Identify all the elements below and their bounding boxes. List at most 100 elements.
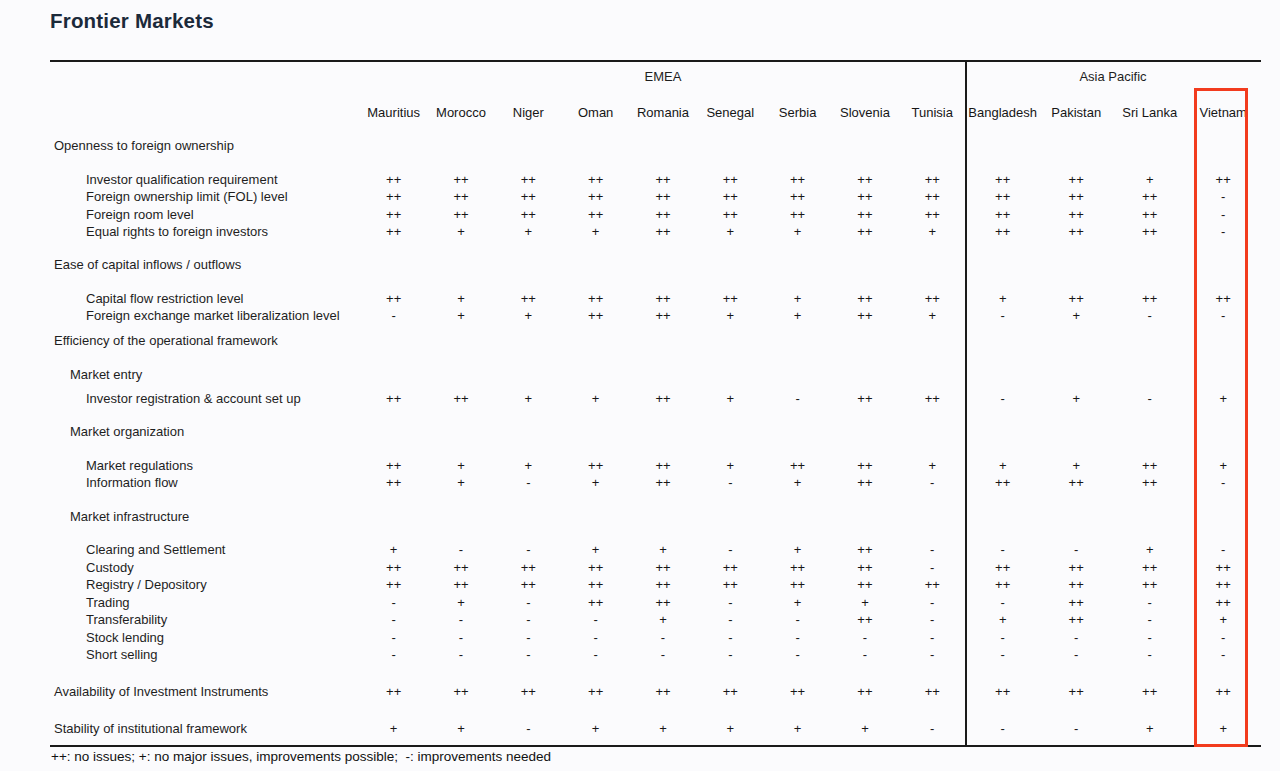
row-label: Stock lending <box>50 630 360 645</box>
rating-cell: + <box>427 458 494 473</box>
rating-cell: - <box>427 612 494 627</box>
table-row: Market infrastructure <box>50 508 1260 526</box>
frontier-markets-report: Frontier Markets EMEA Asia Pacific Mauri… <box>0 0 1280 771</box>
rating-cell: ++ <box>629 224 696 239</box>
rating-cell: - <box>495 647 562 662</box>
rating-cell: + <box>495 458 562 473</box>
rating-cell: - <box>899 560 966 575</box>
rating-cell: - <box>899 647 966 662</box>
rating-cell: ++ <box>1113 560 1187 575</box>
rating-cell: ++ <box>831 207 898 222</box>
rating-cell: + <box>764 595 831 610</box>
rating-cell: - <box>899 475 966 490</box>
rating-cell: + <box>427 595 494 610</box>
rating-cell: ++ <box>966 172 1040 187</box>
rating-cell: ++ <box>629 207 696 222</box>
row-label: Capital flow restriction level <box>50 291 360 306</box>
row-label: Efficiency of the operational framework <box>50 333 360 348</box>
rating-cell: ++ <box>427 684 494 699</box>
rating-cell: ++ <box>629 308 696 323</box>
rating-cell: ++ <box>1113 291 1187 306</box>
rating-cell: - <box>495 542 562 557</box>
country-header-serbia: Serbia <box>764 105 831 120</box>
rating-cell: - <box>966 308 1040 323</box>
row-label: Foreign exchange market liberalization l… <box>50 308 360 323</box>
rating-cell: + <box>1039 308 1113 323</box>
region-header-emea: EMEA <box>360 69 966 85</box>
rating-cell: - <box>697 647 764 662</box>
rating-cell: ++ <box>831 291 898 306</box>
rating-cell: ++ <box>697 172 764 187</box>
table-row: Capital flow restriction level++++++++++… <box>50 290 1260 308</box>
country-header-slovenia: Slovenia <box>831 105 898 120</box>
rating-cell: + <box>966 612 1040 627</box>
rating-cell: + <box>764 291 831 306</box>
rating-cell: - <box>1039 721 1113 736</box>
country-header-senegal: Senegal <box>697 105 764 120</box>
rating-cell: ++ <box>1113 577 1187 592</box>
rating-cell: - <box>629 630 696 645</box>
table-row: Openness to foreign ownership <box>50 137 1260 155</box>
rating-cell: - <box>629 647 696 662</box>
rating-cell: ++ <box>562 308 629 323</box>
table-row: Market entry <box>50 366 1260 384</box>
rating-cell: + <box>562 391 629 406</box>
table-row: Registry / Depository+++++++++++++++++++… <box>50 576 1260 594</box>
rating-cell: + <box>831 721 898 736</box>
row-label: Equal rights to foreign investors <box>50 224 360 239</box>
rating-cell: + <box>764 475 831 490</box>
table-row: Information flow+++-+++-+++-++++++- <box>50 474 1260 492</box>
rating-cell: + <box>1039 458 1113 473</box>
table-row: Investor qualification requirement++++++… <box>50 171 1260 189</box>
rating-cell: ++ <box>1039 291 1113 306</box>
rating-cell: ++ <box>899 189 966 204</box>
rating-cell: + <box>562 542 629 557</box>
rating-cell: + <box>697 458 764 473</box>
rating-cell: ++ <box>1039 189 1113 204</box>
rating-cell: - <box>831 647 898 662</box>
rating-cell: + <box>1113 721 1187 736</box>
rating-cell: + <box>1113 542 1187 557</box>
table-row: Availability of Investment Instruments++… <box>50 683 1260 701</box>
rating-cell: ++ <box>562 189 629 204</box>
row-label: Investor qualification requirement <box>50 172 360 187</box>
rating-cell: - <box>1039 647 1113 662</box>
rating-cell: - <box>966 595 1040 610</box>
rating-cell: ++ <box>427 207 494 222</box>
row-label: Openness to foreign ownership <box>50 138 360 153</box>
rating-cell: - <box>1039 542 1113 557</box>
rating-cell: + <box>562 721 629 736</box>
rating-cell: - <box>495 721 562 736</box>
rating-cell: ++ <box>1039 577 1113 592</box>
row-label: Trading <box>50 595 360 610</box>
table-row: Custody++++++++++++++++-++++++++ <box>50 559 1260 577</box>
page-title: Frontier Markets <box>50 9 214 33</box>
table-top-rule <box>50 60 1261 62</box>
rating-cell: + <box>697 224 764 239</box>
rating-cell: ++ <box>360 291 427 306</box>
rating-cell: ++ <box>360 458 427 473</box>
rating-cell: - <box>495 475 562 490</box>
rating-cell: - <box>1113 612 1187 627</box>
table-body: Openness to foreign ownership Investor qu… <box>50 137 1260 738</box>
rating-cell: - <box>1113 595 1187 610</box>
table-row: Clearing and Settlement+--++-+++---+- <box>50 541 1260 559</box>
rating-cell: ++ <box>562 577 629 592</box>
row-label: Ease of capital inflows / outflows <box>50 257 360 272</box>
rating-cell: ++ <box>360 172 427 187</box>
rating-cell: - <box>427 647 494 662</box>
rating-cell: ++ <box>764 684 831 699</box>
rating-cell: ++ <box>1113 207 1187 222</box>
table-row: Foreign room level++++++++++++++++++++++… <box>50 206 1260 224</box>
rating-cell: - <box>966 542 1040 557</box>
rating-cell: ++ <box>495 560 562 575</box>
rating-cell: ++ <box>831 458 898 473</box>
country-header-sri-lanka: Sri Lanka <box>1113 105 1187 120</box>
table-row: Stock lending------------- <box>50 629 1260 647</box>
rating-cell: ++ <box>495 577 562 592</box>
row-label: Clearing and Settlement <box>50 542 360 557</box>
rating-cell: ++ <box>966 560 1040 575</box>
rating-cell: + <box>764 721 831 736</box>
row-label: Market infrastructure <box>50 509 360 524</box>
rating-cell: ++ <box>629 391 696 406</box>
